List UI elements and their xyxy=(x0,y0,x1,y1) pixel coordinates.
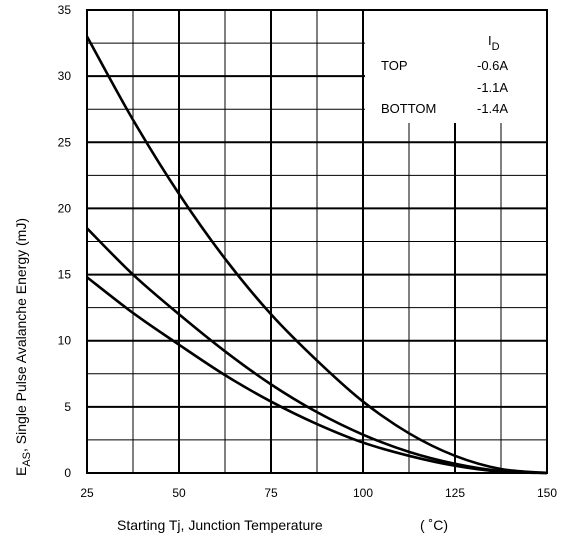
y-tick-label: 10 xyxy=(58,334,72,348)
grid xyxy=(87,10,547,473)
x-tick-label: 100 xyxy=(353,486,373,500)
x-axis-unit: ( ˚C) xyxy=(420,517,448,533)
y-tick-label: 15 xyxy=(58,268,72,282)
x-tick-label: 150 xyxy=(537,486,557,500)
legend: ID TOP -0.6A -1.1A BOTTOM -1.4A xyxy=(381,33,508,116)
legend-row-3-label: BOTTOM xyxy=(381,101,436,116)
y-tick-label: 30 xyxy=(58,69,72,83)
y-tick-label: 0 xyxy=(64,466,71,480)
x-tick-label: 75 xyxy=(264,486,278,500)
legend-row-1-value: -0.6A xyxy=(477,58,508,73)
y-tick-label: 5 xyxy=(64,400,71,414)
x-ticks: 25 50 75 100 125 150 xyxy=(80,486,557,500)
series-line-2 xyxy=(86,227,548,475)
legend-row-2-value: -1.1A xyxy=(477,80,508,95)
x-tick-label: 25 xyxy=(80,486,94,500)
y-tick-label: 35 xyxy=(58,3,72,17)
series-group xyxy=(85,35,548,475)
x-tick-label: 50 xyxy=(172,486,186,500)
y-axis-label: EAS, Single Pulse Avalanche Energy (mJ) xyxy=(13,218,33,476)
legend-row-1-label: TOP xyxy=(381,58,408,73)
legend-row-3-value: -1.4A xyxy=(477,101,508,116)
y-tick-label: 20 xyxy=(58,201,72,215)
plot-frame xyxy=(86,9,548,474)
x-axis-label: Starting Tj, Junction Temperature xyxy=(117,517,323,533)
series-line-1 xyxy=(85,35,548,475)
y-tick-label: 25 xyxy=(58,135,72,149)
y-ticks: 0 5 10 15 20 25 30 35 xyxy=(58,3,72,480)
x-tick-label: 125 xyxy=(445,486,465,500)
series-line-3 xyxy=(86,276,548,475)
legend-header: ID xyxy=(488,33,500,53)
